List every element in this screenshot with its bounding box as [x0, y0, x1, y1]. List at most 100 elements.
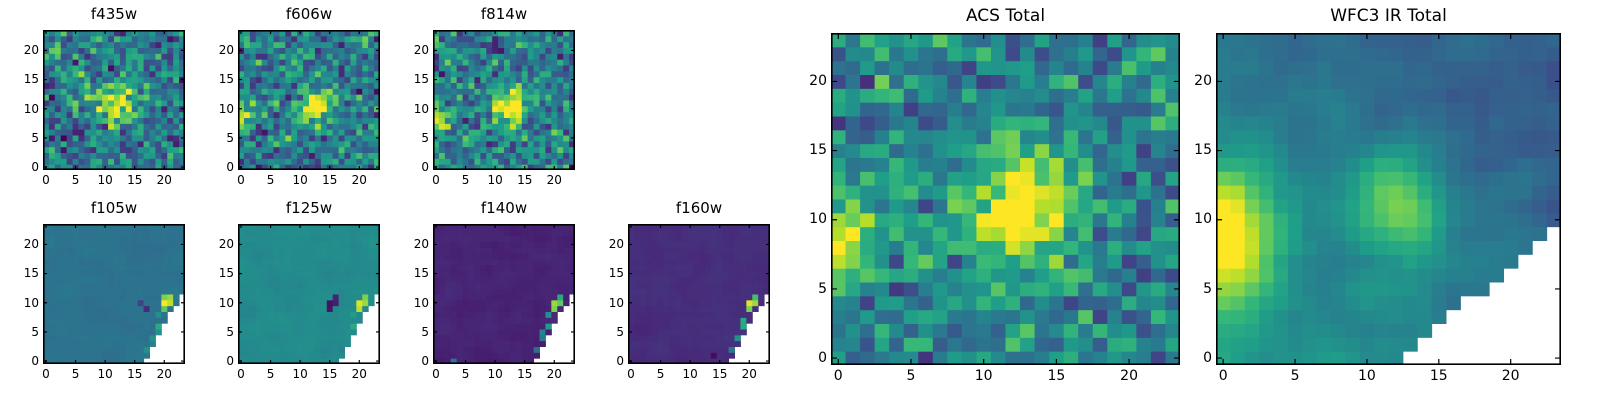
xtick-label-acs-total-10: 10: [974, 368, 993, 384]
xtick-label-wfc3-ir-total-15: 15: [1429, 368, 1448, 384]
ytick-label-f140w-20: 20: [413, 237, 429, 252]
xtick-label-f105w-15: 15: [127, 367, 143, 381]
heatmap-f814w: [433, 30, 575, 170]
xtick-label-f140w-15: 15: [517, 367, 533, 381]
ytick-label-wfc3-ir-total-0: 0: [1203, 349, 1212, 366]
xtick-label-f125w-20: 20: [351, 367, 367, 381]
xtick-label-f814w-0: 0: [432, 173, 440, 187]
ytick-label-wfc3-ir-total-10: 10: [1194, 211, 1212, 228]
ytick-label-f435w-0: 0: [31, 159, 39, 174]
xtick-label-f814w-20: 20: [546, 173, 562, 187]
ytick-label-acs-total-5: 5: [818, 280, 827, 297]
panel-title-f125w: f125w: [285, 199, 333, 217]
xtick-label-wfc3-ir-total-10: 10: [1358, 368, 1376, 384]
xtick-label-f435w-0: 0: [42, 173, 50, 187]
ytick-label-f435w-5: 5: [31, 130, 39, 145]
xtick-label-f125w-5: 5: [266, 367, 275, 381]
ytick-label-f160w-0: 0: [616, 353, 624, 368]
ytick-label-wfc3-ir-total-15: 15: [1194, 142, 1212, 159]
ytick-label-f105w-10: 10: [23, 295, 39, 310]
xtick-label-acs-total-0: 0: [833, 368, 843, 384]
heatmap-f140w: [433, 224, 575, 364]
ytick-label-f160w-10: 10: [608, 295, 624, 310]
ytick-label-f814w-20: 20: [413, 43, 429, 58]
xtick-label-f160w-5: 5: [656, 367, 665, 381]
ytick-label-wfc3-ir-total-20: 20: [1194, 73, 1212, 90]
heatmap-f606w: [238, 30, 380, 170]
ytick-label-f160w-20: 20: [608, 237, 624, 252]
xtick-label-wfc3-ir-total-20: 20: [1501, 368, 1520, 384]
xtick-label-f140w-0: 0: [432, 367, 440, 381]
heatmap-acs-total: [831, 33, 1180, 365]
xtick-label-f105w-0: 0: [42, 367, 50, 381]
ytick-label-f140w-0: 0: [421, 353, 429, 368]
panel-title-f105w: f105w: [90, 199, 138, 217]
ytick-label-f160w-5: 5: [616, 324, 624, 339]
ytick-label-f140w-5: 5: [421, 324, 429, 339]
panel-title-f606w: f606w: [285, 5, 333, 23]
ytick-label-f606w-0: 0: [226, 159, 234, 174]
xtick-label-f160w-15: 15: [712, 367, 728, 381]
ytick-label-f606w-5: 5: [226, 130, 234, 145]
ytick-label-f814w-10: 10: [413, 101, 429, 116]
xtick-label-f160w-0: 0: [627, 367, 635, 381]
xtick-label-f435w-15: 15: [127, 173, 143, 187]
ytick-label-f606w-15: 15: [218, 72, 234, 87]
xtick-label-f125w-0: 0: [237, 367, 245, 381]
xtick-label-f140w-20: 20: [546, 367, 562, 381]
xtick-label-f435w-10: 10: [97, 173, 113, 187]
xtick-label-f105w-10: 10: [97, 367, 113, 381]
xtick-label-acs-total-15: 15: [1047, 368, 1066, 384]
ytick-label-f606w-20: 20: [218, 43, 234, 58]
xtick-label-f606w-10: 10: [292, 173, 308, 187]
xtick-label-f125w-10: 10: [292, 367, 308, 381]
ytick-label-f125w-20: 20: [218, 237, 234, 252]
panel-title-f435w: f435w: [90, 5, 138, 23]
ytick-label-acs-total-20: 20: [809, 73, 827, 90]
xtick-label-f606w-5: 5: [266, 173, 275, 187]
heatmap-f160w: [628, 224, 770, 364]
xtick-label-f105w-20: 20: [156, 367, 172, 381]
ytick-label-f606w-10: 10: [218, 101, 234, 116]
ytick-label-f140w-15: 15: [413, 266, 429, 281]
heatmap-f125w: [238, 224, 380, 364]
xtick-label-f125w-15: 15: [322, 367, 338, 381]
xtick-label-f105w-5: 5: [71, 367, 80, 381]
xtick-label-f160w-10: 10: [682, 367, 698, 381]
heatmap-f435w: [43, 30, 185, 170]
ytick-label-f160w-15: 15: [608, 266, 624, 281]
ytick-label-f105w-5: 5: [31, 324, 39, 339]
ytick-label-acs-total-0: 0: [818, 349, 827, 366]
ytick-label-acs-total-10: 10: [809, 211, 827, 228]
ytick-label-f105w-0: 0: [31, 353, 39, 368]
heatmap-f105w: [43, 224, 185, 364]
xtick-label-acs-total-20: 20: [1120, 368, 1139, 384]
ytick-label-f125w-10: 10: [218, 295, 234, 310]
xtick-label-f606w-0: 0: [237, 173, 245, 187]
xtick-label-f814w-5: 5: [461, 173, 470, 187]
panel-title-f140w: f140w: [480, 199, 528, 217]
ytick-label-f814w-5: 5: [421, 130, 429, 145]
xtick-label-f814w-10: 10: [487, 173, 503, 187]
ytick-label-f435w-10: 10: [23, 101, 39, 116]
ytick-label-f125w-5: 5: [226, 324, 234, 339]
ytick-label-wfc3-ir-total-5: 5: [1203, 280, 1212, 297]
xtick-label-f435w-20: 20: [156, 173, 172, 187]
panel-title-wfc3-ir-total: WFC3 IR Total: [1330, 6, 1447, 26]
ytick-label-f105w-20: 20: [23, 237, 39, 252]
xtick-label-f140w-5: 5: [461, 367, 470, 381]
ytick-label-f140w-10: 10: [413, 295, 429, 310]
ytick-label-f125w-0: 0: [226, 353, 234, 368]
ytick-label-f435w-20: 20: [23, 43, 39, 58]
xtick-label-f606w-20: 20: [351, 173, 367, 187]
ytick-label-acs-total-15: 15: [809, 142, 827, 159]
ytick-label-f814w-15: 15: [413, 72, 429, 87]
xtick-label-f160w-20: 20: [741, 367, 757, 381]
panel-title-f814w: f814w: [480, 5, 528, 23]
heatmap-wfc3-ir-total: [1216, 33, 1561, 365]
ytick-label-f814w-0: 0: [421, 159, 429, 174]
ytick-label-f435w-15: 15: [23, 72, 39, 87]
xtick-label-f606w-15: 15: [322, 173, 338, 187]
ytick-label-f125w-15: 15: [218, 266, 234, 281]
